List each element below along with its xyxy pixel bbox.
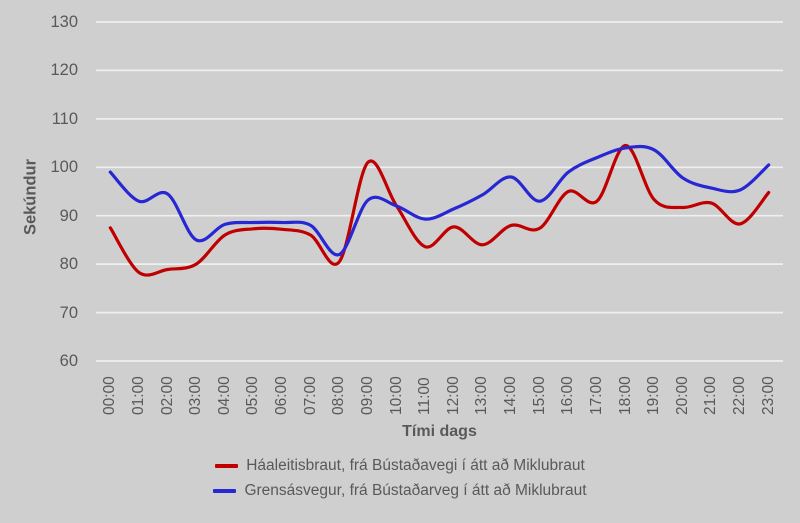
- x-tick-label: 04:00: [215, 376, 233, 415]
- y-tick-label: 110: [51, 109, 78, 128]
- x-tick-label: 01:00: [129, 376, 147, 415]
- x-axis-title: Tími dags: [402, 423, 477, 440]
- legend-item-grensasvegur: Grensásvegur, frá Bústaðarveg í átt að M…: [213, 482, 587, 500]
- x-tick-label: 02:00: [158, 376, 176, 415]
- x-tick-label: 03:00: [187, 376, 205, 415]
- series-line-grensasvegur: [108, 144, 771, 257]
- x-tick-label: 22:00: [731, 376, 749, 415]
- x-tick-label: 23:00: [759, 376, 777, 415]
- x-tick-label: 11:00: [416, 377, 434, 415]
- x-tick-label: 00:00: [101, 376, 119, 415]
- legend-swatch-blue-line: [213, 489, 237, 493]
- y-tick-label: 130: [50, 13, 78, 31]
- series-line-haaleitisbraut: [108, 143, 771, 277]
- x-tick-label: 17:00: [587, 376, 605, 415]
- x-tick-label: 07:00: [301, 376, 319, 415]
- y-tick-label: 60: [59, 352, 78, 370]
- legend: Háaleitisbraut, frá Bústaðavegi í átt að…: [0, 457, 800, 500]
- x-tick-label: 05:00: [244, 376, 262, 415]
- x-tick-label: 08:00: [330, 376, 348, 415]
- legend-label: Háaleitisbraut, frá Bústaðavegi í átt að…: [246, 457, 585, 474]
- y-tick-label: 100: [50, 158, 78, 177]
- x-tick-label: 19:00: [645, 376, 663, 415]
- legend-label: Grensásvegur, frá Bústaðarveg í átt að M…: [244, 482, 587, 499]
- x-tick-label: 12:00: [444, 376, 462, 415]
- x-tick-label: 18:00: [616, 376, 634, 415]
- x-tick-label: 21:00: [702, 376, 720, 415]
- y-tick-label: 120: [50, 61, 78, 80]
- x-tick-label: 10:00: [387, 376, 405, 415]
- y-tick-label: 90: [59, 206, 78, 225]
- x-tick-label: 15:00: [530, 376, 548, 415]
- x-tick-label: 09:00: [358, 376, 376, 415]
- x-tick-label: 13:00: [473, 376, 491, 415]
- legend-item-haaleitisbraut: Háaleitisbraut, frá Bústaðavegi í átt að…: [215, 457, 585, 475]
- x-tick-label: 20:00: [673, 376, 691, 415]
- x-tick-label: 06:00: [273, 376, 291, 415]
- x-tick-label: 14:00: [502, 376, 520, 415]
- x-tick-label: 16:00: [559, 376, 577, 415]
- y-tick-label: 70: [59, 303, 78, 322]
- legend-swatch-red-line: [215, 464, 239, 468]
- y-tick-label: 80: [59, 255, 78, 274]
